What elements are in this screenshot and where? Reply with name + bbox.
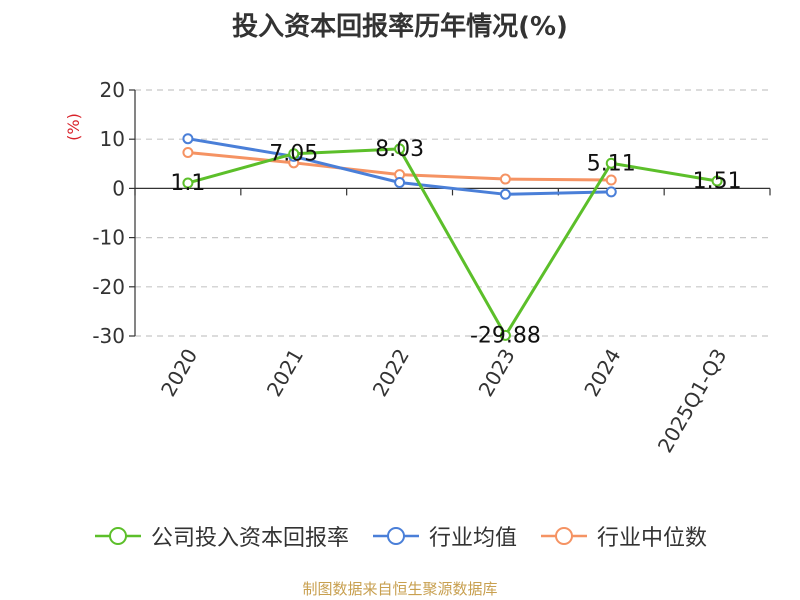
data-label: 7.05 bbox=[269, 142, 318, 167]
data-point bbox=[499, 329, 511, 341]
legend-marker-icon bbox=[94, 527, 141, 545]
legend-item[interactable]: 公司投入资本回报率 bbox=[93, 520, 349, 552]
legend-marker-icon bbox=[541, 527, 587, 545]
legend-marker-icon bbox=[372, 527, 419, 545]
series-line bbox=[187, 147, 718, 337]
data-point bbox=[499, 188, 511, 200]
x-tick-label: 2020 bbox=[156, 345, 202, 401]
chart-title: 投入资本回报率历年情况(%) bbox=[232, 12, 568, 42]
data-label: 1.1 bbox=[170, 171, 205, 196]
x-tick-label: 2024 bbox=[579, 345, 625, 401]
data-point bbox=[288, 148, 300, 160]
data-point bbox=[182, 177, 194, 189]
legend: 公司投入资本回报率 行业均值 行业中位数 bbox=[0, 520, 800, 552]
data-label: 5.11 bbox=[587, 151, 636, 176]
data-label: 8.03 bbox=[375, 137, 424, 162]
grid-lines bbox=[135, 89, 770, 337]
y-tick-label: -30 bbox=[92, 324, 125, 348]
axes: 20 10 0 -10 -20 -30 (%) 2020 2021 2022 2023 2024 202… bbox=[64, 78, 771, 457]
data-labels: 1.1 7.05 8.03 -29.88 5.11 1.51 bbox=[170, 137, 741, 349]
series-lines bbox=[182, 133, 723, 341]
x-tick-label: 2025Q1-Q3 bbox=[653, 345, 732, 457]
source-note: 制图数据来自恒生聚源数据库 bbox=[302, 580, 498, 598]
data-point bbox=[394, 176, 406, 188]
y-axis-unit-label: (%) bbox=[64, 113, 83, 141]
data-label: -29.88 bbox=[470, 323, 541, 348]
legend-item[interactable]: 行业均值 bbox=[371, 520, 517, 552]
data-point bbox=[182, 133, 194, 145]
y-tick-label: -10 bbox=[92, 226, 125, 250]
y-tick-label: 10 bbox=[100, 127, 125, 151]
legend-label: 行业均值 bbox=[428, 526, 517, 551]
y-tick-label: -20 bbox=[92, 275, 125, 299]
data-label: 1.51 bbox=[693, 169, 742, 194]
data-point bbox=[394, 143, 406, 155]
legend-label: 行业中位数 bbox=[597, 526, 708, 551]
data-point bbox=[605, 174, 617, 186]
data-point bbox=[605, 157, 617, 169]
data-point bbox=[182, 146, 194, 158]
legend-item[interactable]: 行业中位数 bbox=[539, 520, 707, 552]
data-point bbox=[605, 186, 617, 198]
data-point bbox=[499, 173, 511, 185]
y-tick-label: 0 bbox=[112, 176, 125, 200]
x-tick-label: 2021 bbox=[262, 345, 308, 401]
x-tick-label: 2023 bbox=[474, 345, 520, 401]
legend-label: 公司投入资本回报率 bbox=[150, 526, 349, 551]
data-point bbox=[711, 175, 723, 187]
x-tick-label: 2022 bbox=[368, 345, 414, 401]
y-tick-label: 20 bbox=[100, 78, 125, 102]
